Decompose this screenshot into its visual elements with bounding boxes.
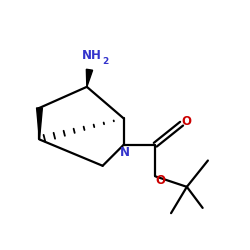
Polygon shape [36,108,42,140]
Text: N: N [120,146,130,158]
Text: O: O [181,114,191,128]
Polygon shape [86,69,92,87]
Text: 2: 2 [102,57,108,66]
Text: NH: NH [82,49,102,62]
Text: O: O [156,174,166,187]
